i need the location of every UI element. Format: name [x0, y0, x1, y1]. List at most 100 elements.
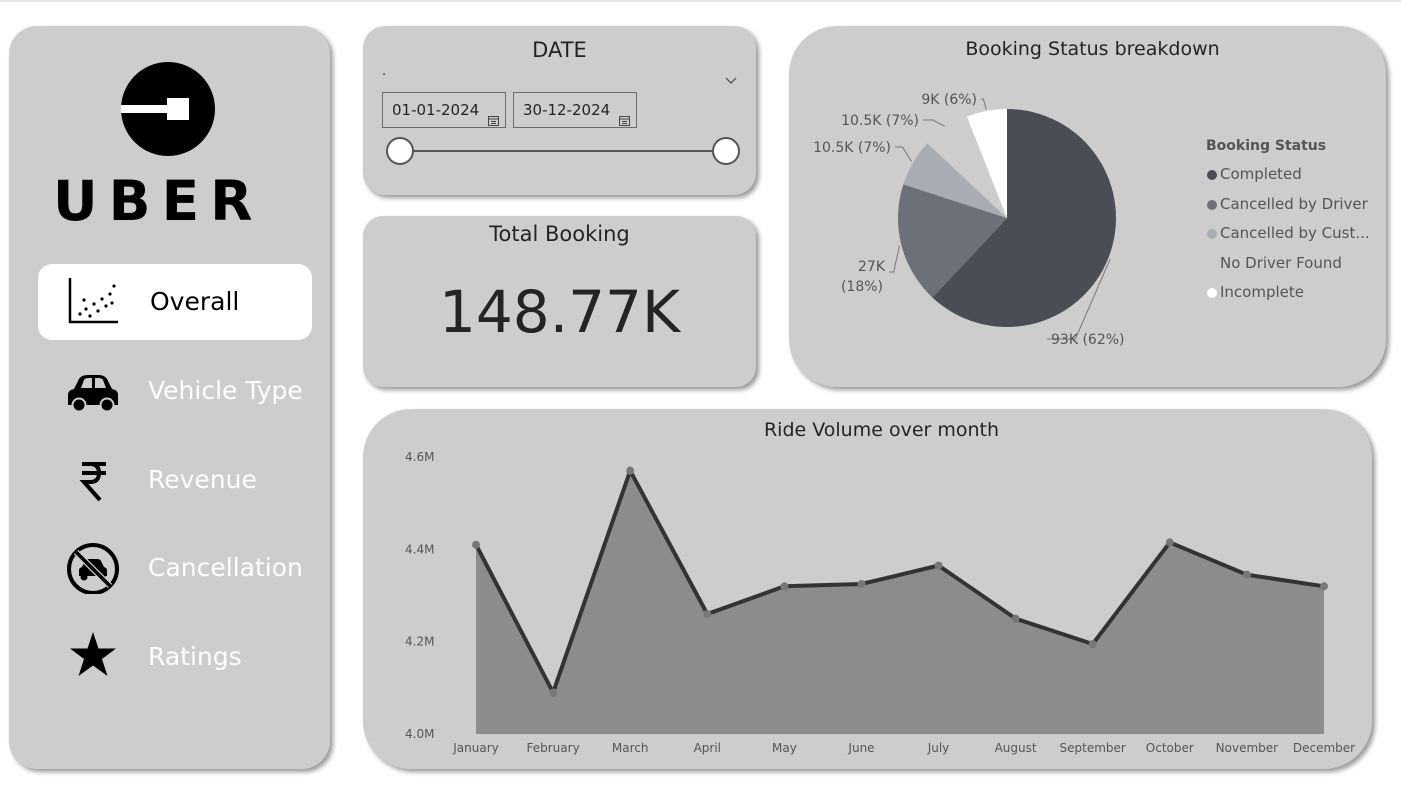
date-range-slider-track[interactable]	[400, 150, 726, 152]
calendar-icon[interactable]	[488, 104, 499, 138]
no-car-icon	[64, 542, 122, 595]
scatter-chart-icon	[64, 276, 122, 328]
nav-item-cancellation[interactable]: Cancellation	[38, 530, 312, 606]
booking-status-legend: Booking Status Completed Cancelled by Dr…	[1206, 136, 1386, 308]
date-slider-start-handle[interactable]	[386, 137, 414, 165]
x-tick-label: February	[527, 741, 580, 755]
start-date-input[interactable]: 01-01-2024	[382, 92, 506, 128]
legend-label: No Driver Found	[1220, 253, 1342, 272]
pie-leader-line	[1047, 258, 1111, 340]
x-tick-label: April	[694, 741, 721, 755]
ride-volume-area-chart: 4.0M 4.2M 4.4M 4.6M January February March Apri…	[405, 450, 1355, 755]
nav-item-overall[interactable]: Overall	[38, 264, 312, 340]
series-line	[474, 465, 1325, 698]
x-tick-label: September	[1060, 741, 1126, 755]
date-dropdown-value: .	[382, 64, 387, 79]
x-tick-label: October	[1146, 741, 1194, 755]
nav-label-vehicle-type: Vehicle Type	[148, 376, 303, 405]
data-point[interactable]	[1011, 614, 1020, 623]
pie-leader-line	[895, 146, 912, 162]
legend-item-incomplete[interactable]: Incomplete	[1206, 278, 1386, 308]
pie-slice[interactable]	[927, 116, 1007, 218]
date-filter-card: DATE . 01-01-2024 30-12-2024	[363, 26, 756, 195]
x-tick-label: January	[452, 741, 499, 755]
car-icon	[64, 365, 122, 417]
data-point[interactable]	[1320, 582, 1328, 591]
x-tick-label: August	[995, 741, 1037, 755]
nav-label-ratings: Ratings	[148, 642, 242, 671]
pie-slice[interactable]	[932, 109, 1116, 327]
booking-status-title: Booking Status breakdown	[965, 38, 1220, 60]
data-point[interactable]	[1165, 538, 1174, 547]
legend-label: Incomplete	[1220, 283, 1304, 301]
end-date-value: 30-12-2024	[523, 101, 611, 119]
pie-data-label: 10.5K (7%)	[841, 113, 919, 129]
start-date-value: 01-01-2024	[392, 101, 480, 119]
data-point[interactable]	[549, 688, 558, 697]
x-tick-label: June	[847, 741, 874, 755]
pie-slice[interactable]	[966, 109, 1007, 218]
chevron-down-icon[interactable]	[725, 70, 737, 89]
uber-wordmark: UBER	[53, 169, 264, 233]
legend-item-no-driver-found[interactable]: No Driver Found	[1206, 249, 1386, 279]
top-border	[0, 0, 1401, 2]
pie-leader-line	[923, 119, 945, 127]
pie-data-label: 9K (6%)	[921, 92, 977, 108]
uber-logo-icon	[121, 62, 215, 156]
calendar-icon[interactable]	[619, 104, 630, 138]
data-point[interactable]	[1088, 640, 1097, 648]
legend-dot	[1207, 288, 1217, 298]
date-slider-end-handle[interactable]	[712, 137, 740, 165]
pie-slice[interactable]	[903, 143, 1007, 218]
data-point[interactable]	[472, 540, 480, 549]
pie-data-label: (18%)	[841, 279, 883, 295]
total-booking-card: Total Booking 148.77K	[363, 216, 756, 387]
data-point[interactable]	[1242, 570, 1251, 579]
nav-label-revenue: Revenue	[148, 465, 257, 494]
legend-item-cancelled-by-customer[interactable]: Cancelled by Cust...	[1206, 219, 1386, 249]
area-fill	[476, 470, 1324, 734]
legend-label: Completed	[1220, 165, 1302, 183]
nav-item-ratings[interactable]: Ratings	[38, 619, 312, 695]
y-tick-label: 4.0M	[405, 727, 434, 741]
legend-label: Cancelled by Cust...	[1220, 224, 1370, 242]
booking-status-pie-chart: 93K (62%)27K(18%)10.5K (7%)10.5K (7%)9K …	[813, 92, 1125, 348]
y-tick-label: 4.6M	[405, 450, 434, 464]
legend-item-completed[interactable]: Completed	[1206, 160, 1386, 190]
legend-title: Booking Status	[1206, 138, 1327, 154]
end-date-input[interactable]: 30-12-2024	[513, 92, 637, 128]
data-point[interactable]	[857, 580, 866, 588]
legend-dot	[1207, 199, 1217, 210]
x-tick-label: December	[1293, 741, 1355, 755]
data-point[interactable]	[626, 466, 635, 475]
nav-item-vehicle-type[interactable]: Vehicle Type	[38, 353, 312, 429]
legend-label: Cancelled by Driver	[1220, 194, 1368, 213]
data-point[interactable]	[703, 610, 712, 618]
ride-volume-card: Ride Volume over month 4.0M 4.2M 4.4M 4.6M J…	[363, 409, 1372, 769]
nav-item-revenue[interactable]: Revenue	[38, 442, 312, 518]
ride-volume-title: Ride Volume over month	[763, 419, 1000, 441]
y-tick-label: 4.4M	[405, 542, 434, 556]
data-point[interactable]	[780, 582, 789, 591]
x-tick-label: March	[612, 741, 649, 755]
pie-leader-line	[981, 98, 987, 110]
legend-dot	[1207, 258, 1217, 269]
rupee-icon	[64, 454, 122, 506]
legend-dot	[1207, 170, 1217, 180]
pie-data-label: 10.5K (7%)	[813, 140, 891, 156]
nav-label-cancellation: Cancellation	[148, 553, 303, 582]
x-tick-label: July	[927, 741, 950, 755]
pie-leader-line	[889, 245, 900, 273]
nav-label-overall: Overall	[150, 287, 240, 316]
x-tick-label: May	[772, 741, 797, 755]
total-booking-title: Total Booking	[489, 222, 630, 246]
legend-item-cancelled-by-driver[interactable]: Cancelled by Driver	[1206, 190, 1386, 220]
pie-data-label: 27K	[858, 259, 886, 275]
total-booking-value: 148.77K	[439, 278, 680, 346]
x-tick-label: November	[1216, 741, 1278, 755]
pie-slice[interactable]	[897, 184, 1007, 298]
y-tick-label: 4.2M	[405, 635, 434, 649]
pie-data-label: 93K (62%)	[1051, 332, 1125, 348]
data-point[interactable]	[934, 561, 943, 570]
legend-dot	[1207, 229, 1217, 239]
